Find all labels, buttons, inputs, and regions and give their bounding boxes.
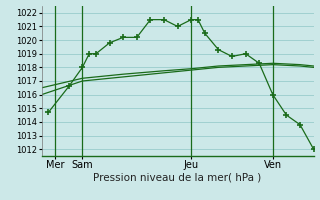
X-axis label: Pression niveau de la mer( hPa ): Pression niveau de la mer( hPa ) xyxy=(93,173,262,183)
